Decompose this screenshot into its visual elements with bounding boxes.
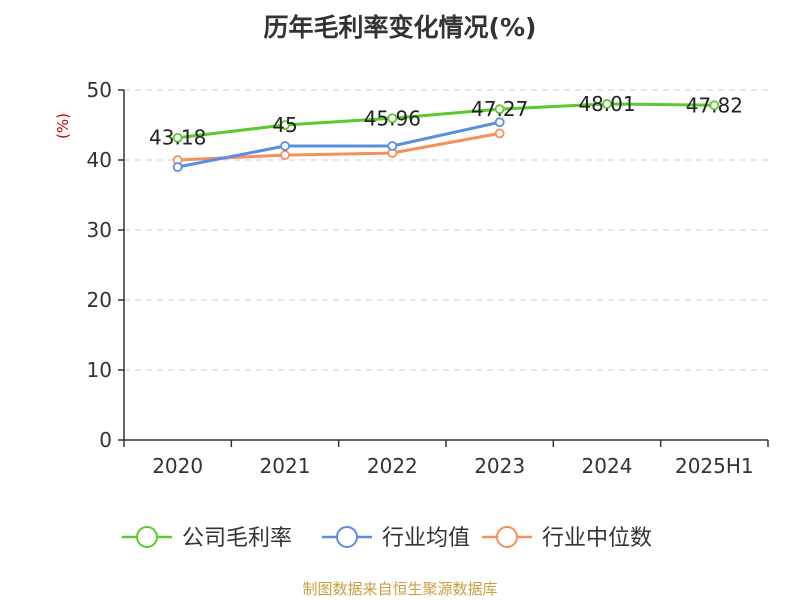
axes: 0 10 20 30 40 50 2020 2021 2022 2023 2024 2025H1 (%) (54, 78, 769, 478)
y-axis-label: (%) (54, 113, 72, 139)
data-label: 45 (272, 113, 297, 137)
legend-marker (336, 526, 358, 548)
grid-lines (124, 89, 768, 371)
data-labels: 43.18 45 45.96 47.27 48.01 47.82 (149, 92, 743, 150)
data-point[interactable] (602, 99, 612, 109)
data-label: 47.27 (471, 97, 528, 121)
chart-title: 历年毛利率变化情况(%) (263, 13, 537, 42)
legend-label: 行业中位数 (542, 526, 652, 551)
data-point[interactable] (280, 150, 290, 161)
legend-marker (136, 526, 158, 548)
data-point[interactable] (280, 141, 290, 151)
y-tick-label: 20 (87, 288, 112, 312)
legend[interactable]: 公司毛利率 行业均值 行业中位数 (122, 526, 652, 551)
data-point[interactable] (387, 141, 398, 151)
legend-label: 公司毛利率 (182, 526, 292, 551)
legend-label: 行业均值 (382, 526, 470, 551)
data-point[interactable] (172, 132, 183, 143)
source-note: 制图数据来自恒生聚源数据库 (302, 580, 498, 598)
data-label: 47.82 (686, 93, 743, 117)
data-label: 48.01 (578, 92, 635, 116)
data-point[interactable] (494, 104, 505, 115)
series-line (177, 120, 500, 169)
legend-item[interactable]: 行业中位数 (482, 526, 652, 551)
y-tick-label: 50 (87, 78, 112, 102)
legend-marker (496, 526, 518, 548)
series-lines (172, 99, 720, 172)
x-tick-label: 2020 (152, 454, 203, 478)
series-line (177, 102, 715, 140)
data-point[interactable] (494, 117, 505, 128)
data-label: 45.96 (364, 106, 421, 130)
x-tick-label: 2023 (474, 454, 525, 478)
y-tick-label: 0 (99, 428, 112, 452)
x-tick-label: 2022 (367, 454, 418, 478)
x-tick-label: 2021 (260, 454, 311, 478)
x-tick-label: 2025H1 (675, 454, 754, 478)
legend-item[interactable]: 公司毛利率 (122, 526, 292, 551)
y-tick-label: 30 (87, 218, 112, 242)
y-tick-label: 10 (87, 358, 112, 382)
data-point[interactable] (280, 120, 290, 130)
data-point[interactable] (709, 100, 720, 111)
data-point[interactable] (172, 162, 183, 172)
data-label: 43.18 (149, 126, 206, 150)
legend-item[interactable]: 行业均值 (322, 526, 470, 551)
y-tick-label: 40 (87, 148, 112, 172)
data-point[interactable] (494, 128, 505, 139)
data-point[interactable] (387, 113, 398, 124)
x-tick-label: 2024 (582, 454, 633, 478)
